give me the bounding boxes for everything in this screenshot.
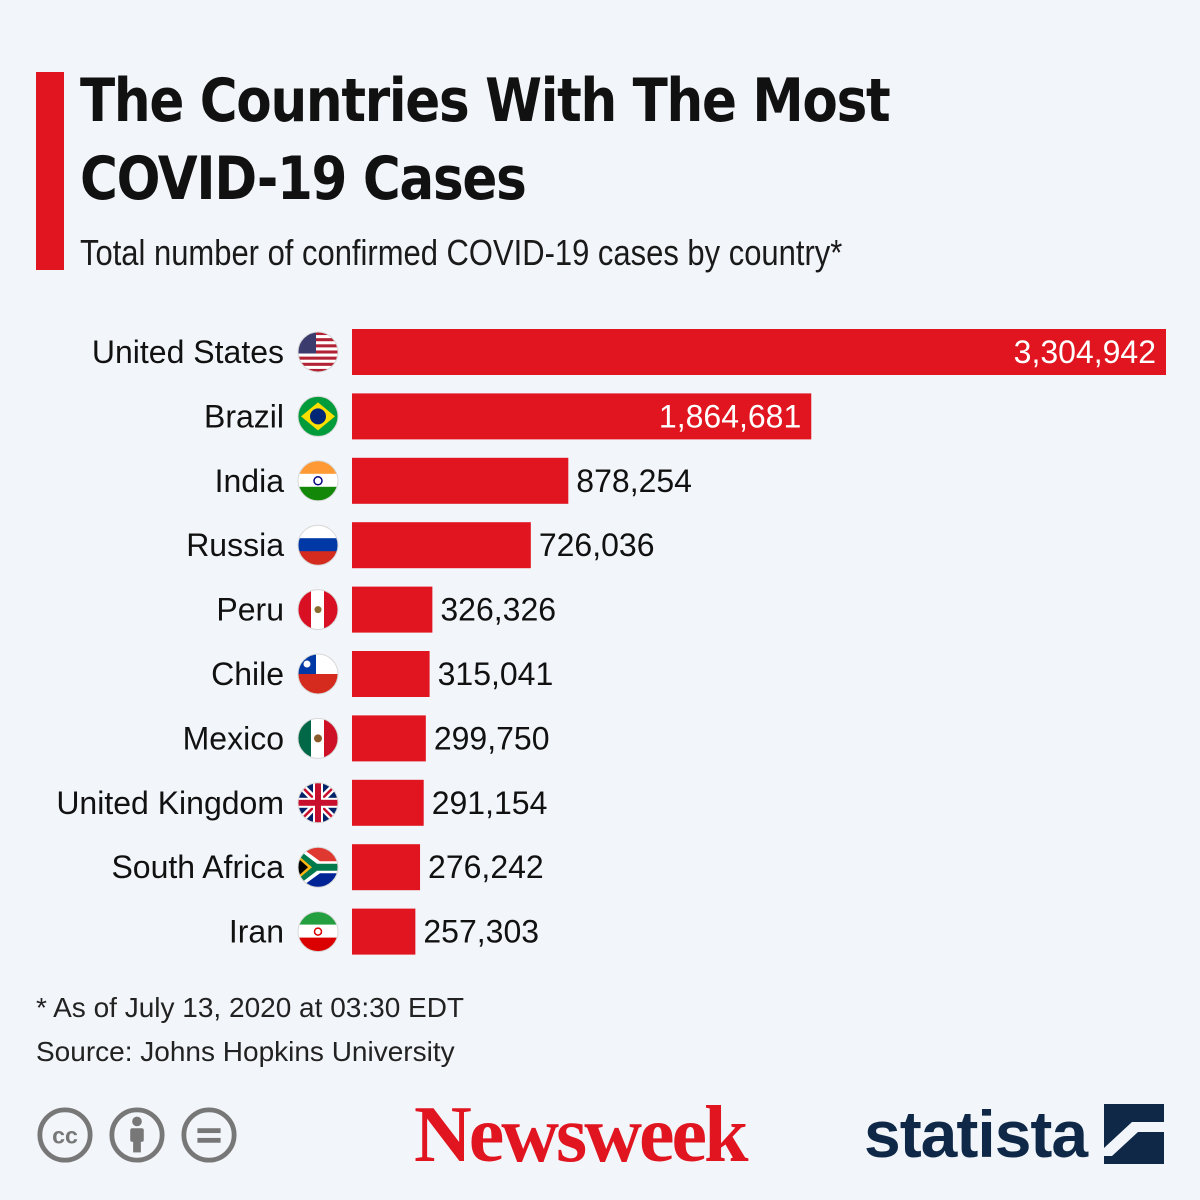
category-label: Chile [211,656,284,692]
value-label: 3,304,942 [1014,334,1156,370]
cc-icon-text: cc [52,1123,78,1149]
india-flag-icon [297,460,339,502]
peru-flag-icon [297,589,339,631]
value-label: 326,326 [440,592,556,628]
category-label: Russia [186,527,284,563]
attribution-icon[interactable] [108,1106,166,1164]
chart-subtitle: Total number of confirmed COVID-19 cases… [80,232,843,273]
newsweek-logo: Newsweek [414,1091,748,1179]
value-label: 299,750 [434,720,550,756]
category-label: United States [92,334,284,370]
cc-icon[interactable]: cc [36,1106,94,1164]
uk-flag-icon [297,782,339,824]
chart-title: The Countries With The Most COVID-19 Cas… [80,66,891,214]
bar [352,457,569,504]
us-flag-icon [297,331,339,373]
chile-flag-icon [297,653,339,695]
statista-logo-text: statista [864,1097,1088,1171]
category-label: United Kingdom [56,785,284,821]
bar [352,908,416,955]
bar [352,586,433,633]
bar [352,844,421,891]
bar [352,522,531,569]
russia-flag-icon [297,524,339,566]
category-label: Peru [216,592,284,628]
value-label: 878,254 [576,463,692,499]
category-label: South Africa [111,849,284,885]
value-label: 1,864,681 [659,398,801,434]
bar [352,393,812,440]
value-label: 315,041 [438,656,554,692]
value-label: 726,036 [539,527,655,563]
category-label: India [215,463,285,499]
bar-chart: United States 3,304,942 Brazil 1,864,681 Ind… [56,329,1166,955]
mexico-flag-icon [297,717,339,759]
title-accent-bar [36,72,64,270]
category-label: Mexico [183,720,284,756]
license-icons: cc [36,1106,238,1164]
value-label: 257,303 [423,914,539,950]
iran-flag-icon [297,911,339,953]
no-derivatives-icon[interactable] [180,1106,238,1164]
value-label: 291,154 [432,785,548,821]
footnote: * As of July 13, 2020 at 03:30 EDT [36,992,465,1023]
brazil-flag-icon [297,395,339,437]
bar [352,715,426,762]
source-note: Source: Johns Hopkins University [36,1036,455,1067]
bar [352,651,430,697]
category-label: Brazil [204,398,284,434]
bar [352,779,424,826]
bar [352,329,1166,375]
statista-logo-icon [1104,1104,1164,1164]
south-africa-flag-icon [297,846,339,888]
value-label: 276,242 [428,849,544,885]
category-label: Iran [229,914,284,950]
